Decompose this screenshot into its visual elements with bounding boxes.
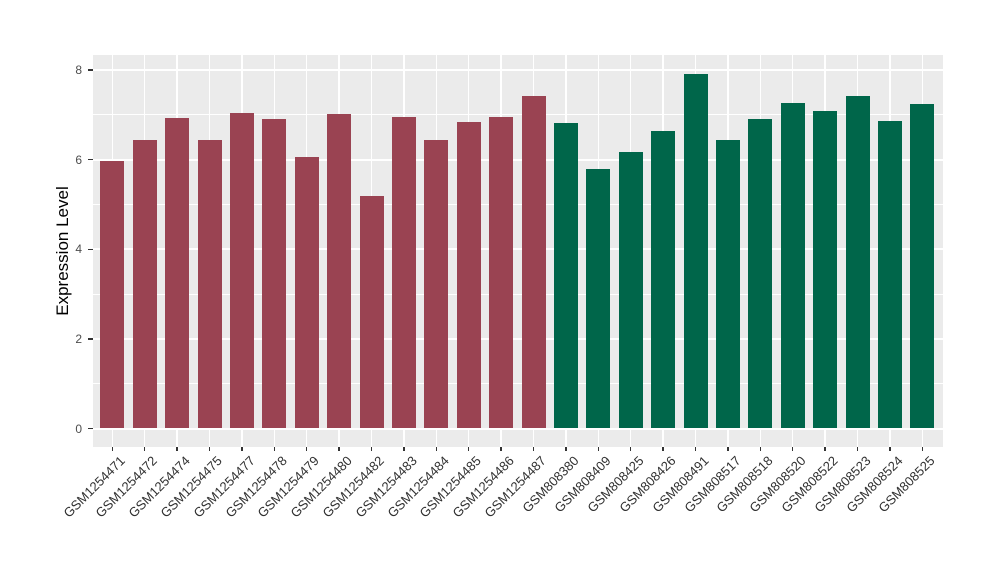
x-tick-mark [597, 447, 600, 451]
grid-minor-line [93, 114, 943, 116]
grid-major-line [93, 427, 943, 430]
x-tick-mark [273, 447, 276, 451]
x-tick-mark [241, 447, 243, 451]
bar-GSM1254480 [327, 113, 352, 429]
bar-GSM1254487 [521, 95, 546, 429]
bar-GSM808523 [845, 95, 870, 429]
x-tick-mark [662, 447, 664, 451]
bar-GSM808517 [715, 139, 740, 429]
grid-major-line [93, 248, 943, 251]
x-tick-mark [403, 447, 405, 451]
x-tick-mark [111, 447, 114, 451]
grid-major-line [93, 158, 943, 161]
bar-GSM1254472 [132, 140, 157, 429]
x-tick-mark [176, 447, 178, 451]
x-tick-mark [143, 447, 146, 451]
y-tick-label: 6 [75, 152, 82, 167]
x-tick-mark [370, 447, 373, 451]
bar-GSM1254484 [424, 139, 449, 429]
x-tick-mark [305, 447, 308, 451]
bar-GSM808425 [618, 151, 643, 429]
bar-GSM808380 [553, 122, 578, 429]
x-tick-mark [727, 447, 729, 451]
x-tick-mark [435, 447, 438, 451]
x-tick-mark [629, 447, 632, 451]
x-tick-mark [759, 447, 762, 451]
x-tick-mark [500, 447, 502, 451]
x-tick-mark [824, 447, 826, 451]
y-tick-mark [88, 158, 93, 161]
y-tick-label: 4 [75, 242, 82, 257]
bar-GSM1254479 [294, 157, 319, 429]
bar-GSM1254478 [262, 119, 287, 429]
bar-GSM808518 [748, 119, 773, 429]
x-tick-mark [338, 447, 340, 451]
bar-GSM808491 [683, 74, 708, 429]
y-tick-mark [88, 248, 93, 251]
bar-GSM808525 [910, 103, 935, 429]
grid-minor-line [93, 204, 943, 205]
bar-GSM808524 [877, 120, 902, 429]
grid-major-line [93, 69, 943, 72]
plot-panel [93, 55, 943, 447]
bar-GSM1254486 [489, 117, 514, 429]
y-tick-mark [88, 338, 93, 340]
y-tick-mark [88, 427, 93, 430]
x-tick-mark [694, 447, 697, 451]
y-tick-label: 8 [75, 63, 82, 78]
bar-GSM808426 [651, 130, 676, 429]
bar-GSM1254485 [456, 121, 481, 429]
y-tick-mark [88, 69, 93, 71]
y-tick-label: 2 [75, 331, 82, 346]
y-tick-label: 0 [75, 421, 82, 436]
bar-GSM1254475 [197, 140, 222, 429]
x-tick-mark [791, 447, 794, 451]
grid-minor-line [93, 293, 943, 295]
x-tick-mark [921, 447, 924, 451]
bar-GSM808409 [586, 169, 611, 429]
x-tick-mark [467, 447, 470, 451]
grid-minor-line [93, 383, 943, 385]
x-tick-mark [889, 447, 891, 451]
bar-GSM1254474 [165, 118, 190, 429]
grid-major-line [93, 337, 943, 340]
x-tick-mark [856, 447, 859, 451]
x-tick-mark [208, 447, 211, 451]
bar-GSM808522 [813, 110, 838, 429]
bar-GSM808520 [780, 103, 805, 429]
x-tick-mark [532, 447, 535, 451]
bar-GSM1254483 [391, 117, 416, 429]
bar-GSM1254471 [100, 161, 125, 429]
x-tick-mark [565, 447, 567, 451]
bar-GSM1254477 [229, 113, 254, 429]
bar-GSM1254482 [359, 196, 384, 429]
